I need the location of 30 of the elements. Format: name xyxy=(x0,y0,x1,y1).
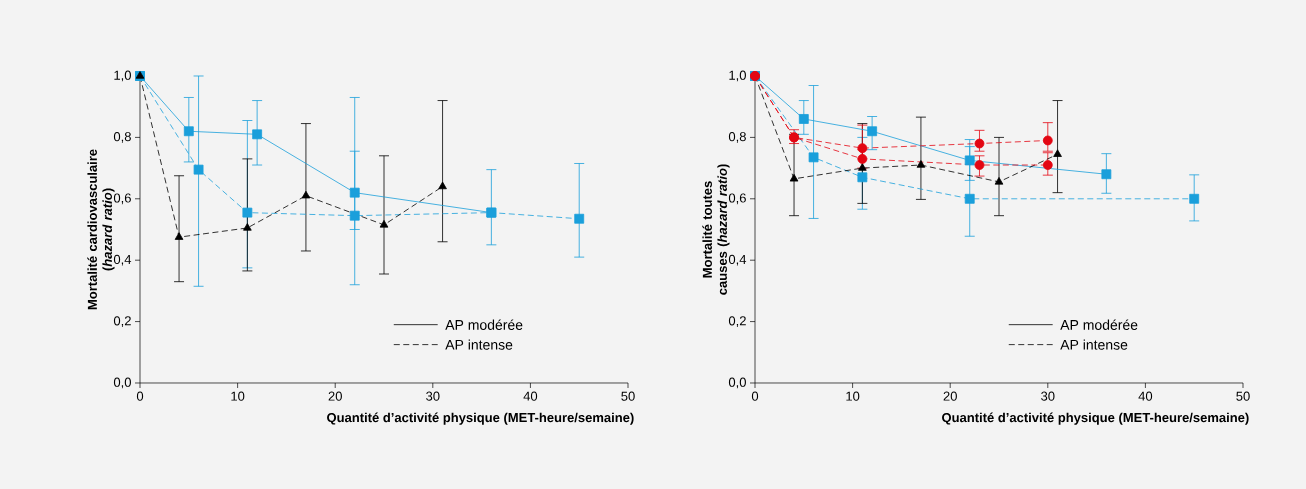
x-axis-title: Quantité d’activité physique (MET-heure/semaine) xyxy=(327,412,634,425)
annotation: AP intense xyxy=(1060,339,1128,350)
x-tick-label: 20 xyxy=(328,391,342,401)
annotation: AP modérée xyxy=(1060,319,1138,330)
annotation: AP modérée xyxy=(445,319,523,330)
x-tick-label: 0 xyxy=(751,391,759,401)
y-tick-label: 0,6 xyxy=(728,193,746,205)
y-tick-label: 0,4 xyxy=(113,254,132,266)
annotation: AP intense xyxy=(445,339,513,350)
x-tick-label: 0 xyxy=(136,391,144,401)
x-tick-label: 10 xyxy=(846,391,860,401)
y-tick-label: 1,0 xyxy=(729,70,746,82)
y-tick-label: 0,2 xyxy=(728,316,746,327)
y-tick-label: 0,8 xyxy=(728,132,746,143)
x-tick-label: 40 xyxy=(523,391,538,401)
y-tick-label: 0,0 xyxy=(728,377,746,389)
x-tick-label: 10 xyxy=(231,391,245,401)
x-tick-label: 20 xyxy=(943,391,957,401)
y-tick-label: 0,0 xyxy=(113,377,131,389)
x-axis-title: Quantité d’activité physique (MET-heure/semaine) xyxy=(942,412,1249,425)
y-tick-label: 1,0 xyxy=(114,70,131,82)
y-tick-label: 0,4 xyxy=(728,254,747,266)
y-tick-label: 0,6 xyxy=(113,193,131,205)
x-tick-label: 50 xyxy=(621,391,635,401)
x-tick-label: 30 xyxy=(1041,391,1055,401)
x-tick-label: 40 xyxy=(1138,391,1153,401)
y-tick-label: 0,8 xyxy=(113,132,131,143)
x-tick-label: 50 xyxy=(1236,391,1250,401)
y-tick-label: 0,2 xyxy=(113,316,131,327)
x-tick-label: 30 xyxy=(426,391,440,401)
